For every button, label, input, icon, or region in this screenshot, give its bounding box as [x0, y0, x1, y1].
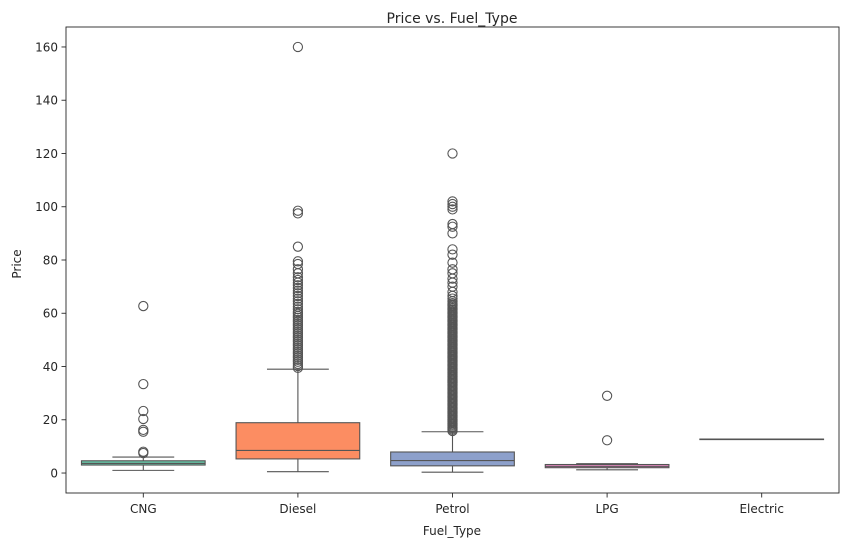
y-tick-label: 140	[35, 94, 58, 108]
outlier-point	[138, 424, 149, 436]
outlier-point	[292, 258, 304, 270]
outlier-point	[292, 298, 304, 310]
outlier-point	[138, 378, 149, 390]
outlier-point	[292, 208, 304, 219]
x-tick-label: Electric	[739, 502, 783, 516]
outlier-point	[292, 41, 304, 53]
outlier-point	[447, 244, 458, 255]
y-tick-label: 20	[43, 413, 58, 427]
outlier-point	[292, 301, 304, 312]
y-tick-label: 0	[50, 466, 58, 480]
chart-title: Price vs. Fuel_Type	[387, 11, 518, 27]
outlier-point	[447, 281, 458, 292]
y-axis: 0 20 40 60 80 100 120 140 160	[35, 40, 66, 480]
outlier-point	[601, 390, 613, 401]
outlier-point	[292, 306, 304, 318]
x-tick-label: Diesel	[279, 502, 316, 516]
x-tick-label: LPG	[595, 502, 618, 516]
y-tick-label: 120	[35, 147, 58, 161]
outlier-point	[447, 204, 458, 215]
outlier-point	[292, 285, 304, 296]
outlier-point	[292, 274, 304, 286]
y-tick-label: 60	[43, 307, 58, 321]
outlier-point	[447, 198, 458, 210]
outlier-point	[601, 435, 613, 446]
outlier-point	[292, 205, 304, 216]
y-tick-label: 160	[35, 40, 58, 54]
outlier-point	[138, 413, 149, 425]
outlier-point	[292, 241, 304, 252]
box-electric	[699, 438, 825, 441]
outlier-point	[292, 272, 304, 283]
x-axis: CNG Diesel Petrol LPG Electric	[130, 493, 784, 516]
outlier-point	[292, 290, 304, 302]
box-series	[80, 41, 825, 473]
y-tick-label: 100	[35, 200, 58, 214]
plot-frame	[65, 26, 840, 494]
y-tick-label: 80	[43, 253, 58, 267]
outlier-point	[292, 293, 304, 304]
box-petrol	[390, 148, 515, 473]
outlier-point	[292, 288, 304, 299]
outlier-point	[292, 256, 304, 267]
y-axis-title: Price	[10, 249, 24, 278]
box-lpg	[544, 390, 670, 471]
outlier-point	[447, 201, 458, 212]
outlier-point	[447, 221, 458, 232]
outlier-point	[447, 196, 458, 207]
outlier-point	[292, 304, 304, 315]
outlier-point	[292, 296, 304, 307]
outlier-point	[447, 293, 458, 304]
outlier-point	[292, 282, 304, 294]
outlier-point	[292, 280, 304, 291]
outlier-point	[447, 264, 458, 275]
outlier-point	[138, 405, 149, 417]
iqr-box	[390, 451, 515, 467]
x-tick-label: CNG	[130, 502, 157, 516]
box-diesel	[235, 41, 361, 473]
outlier-point	[138, 446, 149, 457]
outlier-point	[447, 218, 458, 230]
x-tick-label: Petrol	[435, 502, 469, 516]
outlier-point	[447, 268, 458, 279]
outlier-point	[138, 300, 149, 312]
box-cng	[80, 300, 206, 471]
x-axis-title: Fuel_Type	[423, 524, 481, 538]
iqr-box	[235, 422, 361, 460]
outlier-point	[447, 249, 458, 260]
y-tick-label: 40	[43, 360, 58, 374]
outlier-point	[447, 148, 458, 159]
outlier-point	[447, 257, 458, 268]
outlier-point	[292, 264, 304, 275]
